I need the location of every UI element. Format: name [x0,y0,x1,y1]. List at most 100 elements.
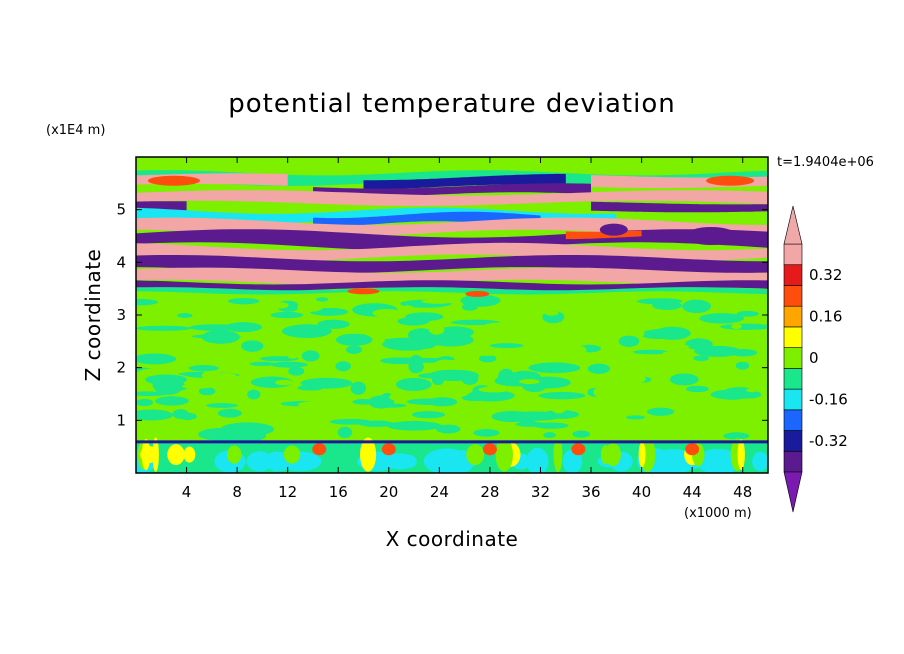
mottle-cell [181,383,213,389]
upper-band [591,201,768,213]
upper-band [136,190,768,206]
x-tick-label: 32 [531,483,550,501]
warm-cell [347,288,380,295]
colorbar-label: -0.16 [809,390,848,408]
mottle-cell [489,343,524,349]
mottle-cell [543,432,556,438]
mottle-cell [395,377,432,392]
inversion-line [136,440,768,444]
colorbar-cell [783,326,803,348]
upper-band [136,287,768,295]
mottle-cell [350,381,367,395]
mottle-cell [411,411,446,419]
boundary-cell [398,454,417,469]
mottle-cell [418,373,447,379]
contour-field [136,157,768,473]
mottle-cell [736,310,759,317]
warm-cell [312,443,327,456]
mottle-cell [577,309,596,318]
mottle-cell [580,330,590,340]
upper-band [363,173,566,191]
mottle-cell [335,333,373,346]
boundary-cell [141,438,151,471]
warm-cell [381,443,396,456]
colorbar-cell [783,243,803,266]
colorbar-cell [783,430,803,452]
mottle-cell [669,373,699,386]
mottle-cell [206,403,238,408]
mottle-cell [270,361,308,368]
mottle-cell [307,337,331,345]
mottle-cell [275,379,294,386]
mottle-cell [572,430,591,438]
x-tick-label: 12 [278,483,297,501]
mottle-cell [329,418,372,425]
mottle-cell [335,361,351,372]
x-tick-label: 48 [733,483,752,501]
mottle-cell [136,325,192,331]
mottle-cell [297,401,328,409]
mottle-cell [618,335,640,347]
boundary-cell [605,443,621,467]
mottle-cell [531,333,546,342]
time-label: t=1.9404e+06 [777,155,874,170]
warm-cell [147,175,200,186]
mottle-cell [704,361,736,369]
mottle-cell [136,298,159,306]
mottle-cell [662,350,693,358]
mottle-cell [176,313,193,318]
y-unit-label: (x1E4 m) [46,123,105,138]
mottle-cell [346,345,363,355]
colorbar-cell [783,388,803,411]
x-tick-label: 16 [329,483,348,501]
mottle-cell [625,404,647,410]
chart-title: potential temperature deviation [228,89,675,119]
warm-cell [465,290,490,297]
mottle-cell [642,328,685,339]
mottle-cell [136,353,177,365]
mottle-cell [154,396,189,406]
mottle-cell [420,348,448,353]
x-tick-label: 20 [379,483,398,501]
colorbar-cell [783,450,803,473]
boundary-cell [526,447,549,473]
mottle-cell [136,409,173,421]
boundary-cell [495,437,513,472]
x-tick-label: 24 [430,483,449,501]
mottle-cell [523,391,532,397]
colorbar-min-arrow [783,471,803,513]
warm-cell [482,443,497,456]
mottle-cell [386,421,442,431]
mottle-cell [587,363,610,374]
x-unit-label: (x1000 m) [684,506,752,521]
mottle-cell [287,354,298,359]
mottle-cell [710,389,762,400]
top-band [136,157,768,177]
mottle-cell [198,387,216,396]
mottle-cell [274,346,302,354]
mottle-cell [557,302,571,312]
warm-cell [685,443,700,456]
mottle-cell [375,377,400,382]
mottle-cell [730,349,758,357]
colorbar-label: -0.32 [809,432,848,450]
mottle-cell [388,393,413,402]
mottle-cell [735,361,750,370]
boundary-cell [562,449,583,473]
mottle-cell [217,408,242,418]
mottle-cell [315,393,327,399]
colorbar-cell [783,305,803,328]
x-tick-label: 28 [480,483,499,501]
mottle-cell [544,310,559,316]
mottle-cell [745,298,762,304]
mottle-cell [198,428,243,441]
mottle-cell [172,409,189,419]
boundary-cell [152,437,159,472]
mottle-cell [436,326,475,339]
mottle-cell [288,366,305,376]
mottle-cell [519,379,540,385]
mottle-cell [483,322,517,331]
mottle-cell [241,340,264,352]
x-tick-label: 44 [683,483,702,501]
